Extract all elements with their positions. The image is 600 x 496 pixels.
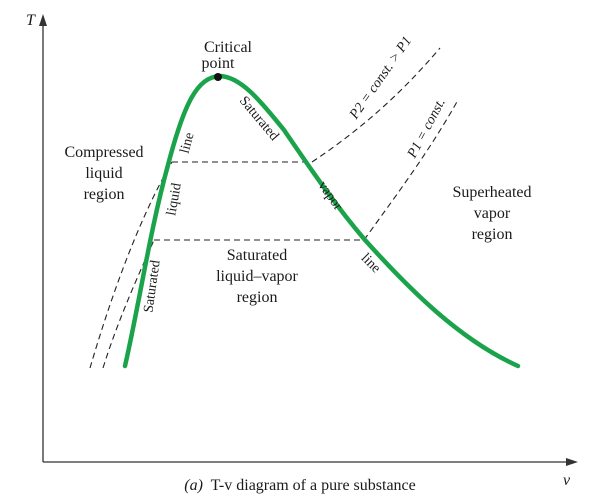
compressed-liquid-region-label: Compressed liquid region — [64, 144, 143, 203]
svg-text:Saturated: Saturated — [141, 259, 163, 313]
svg-text:liquid: liquid — [164, 182, 184, 217]
p2-isobar-label: P2 = const. > P1 — [347, 34, 416, 123]
superheated-vapor-region-label: Superheated vapor region — [452, 184, 531, 243]
svg-text:liquid–vapor: liquid–vapor — [216, 268, 298, 285]
y-axis-arrow — [39, 14, 47, 26]
saturated-liquid-line-label: Saturated liquid line — [141, 131, 197, 314]
x-axis-arrow — [566, 458, 578, 466]
critical-point-label-1: Critical — [204, 39, 253, 56]
y-axis-label: T — [26, 12, 36, 29]
caption-title: T-v diagram of a pure substance — [211, 477, 416, 494]
svg-text:(a) T-v diagram of a pur: (a) T-v diagram of a pure substance — [184, 477, 416, 494]
axes: T v — [26, 12, 578, 489]
x-axis-label: v — [563, 472, 571, 489]
p1-isobar-label: P1 = const. — [405, 96, 449, 161]
isobar-p2 — [89, 47, 441, 369]
svg-text:region: region — [84, 186, 125, 203]
critical-point-marker — [214, 73, 222, 81]
figure-caption: (a) T-v diagram of a pure substance — [184, 477, 416, 494]
svg-text:Superheated: Superheated — [452, 184, 531, 201]
caption-prefix: (a) — [184, 477, 203, 494]
svg-text:Saturated: Saturated — [227, 247, 287, 264]
svg-text:vapor: vapor — [474, 205, 511, 222]
svg-text:region: region — [472, 226, 513, 243]
svg-text:line: line — [178, 131, 198, 155]
isobar-p1 — [102, 99, 459, 369]
saturated-mixture-region-label: Saturated liquid–vapor region — [216, 247, 298, 306]
saturation-dome — [122, 73, 521, 369]
svg-text:Compressed: Compressed — [64, 144, 143, 161]
svg-text:liquid: liquid — [85, 165, 122, 182]
critical-point-label-2: point — [202, 55, 235, 72]
svg-text:region: region — [237, 289, 278, 306]
